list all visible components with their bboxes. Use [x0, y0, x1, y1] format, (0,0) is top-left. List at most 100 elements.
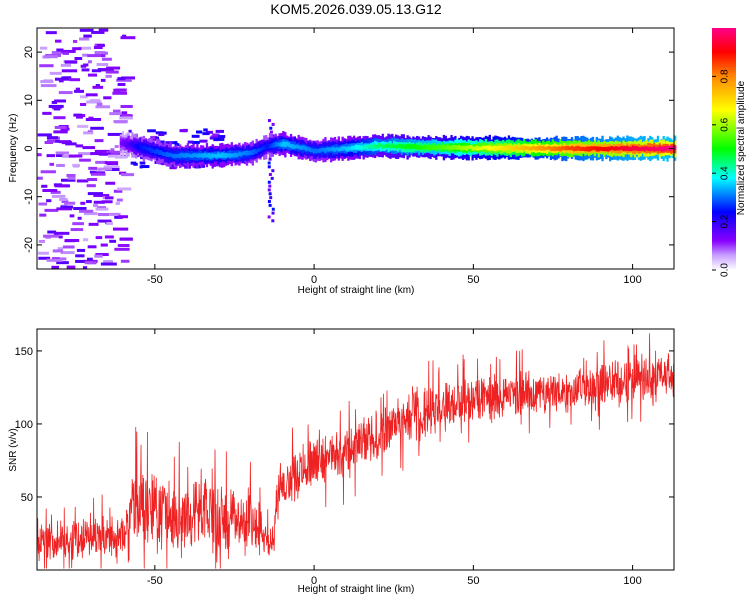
spectrogram-noise-cell: [49, 162, 55, 166]
spectrogram-y-ticks: -20 -10 0 10 20: [23, 46, 674, 253]
spectrogram-noise-cell: [92, 85, 104, 89]
spectrogram-noise-cell: [95, 84, 100, 88]
spectrogram-ridge-cell: [360, 145, 363, 150]
spectrogram-noise-cell: [109, 112, 122, 116]
spectrogram-ridge-cell: [532, 145, 535, 150]
spectrogram-ridge-cell: [477, 146, 480, 151]
spectrogram-ridge-cell: [301, 145, 304, 150]
spectrogram-ridge-cell: [461, 145, 465, 151]
spectrogram-ridge-cell: [175, 154, 178, 159]
spectrogram-ridge-cell: [452, 145, 455, 150]
spectrogram-ridge-cell: [454, 145, 457, 150]
spectrogram-noise-cell: [113, 120, 128, 124]
spectrogram-noise-cell: [80, 102, 87, 106]
spectrogram-noise-cell: [82, 146, 96, 150]
spectrogram-ridge-cell: [226, 153, 230, 158]
spectrogram-ridge-cell: [509, 145, 512, 150]
spectrogram-ridge-cell: [299, 145, 302, 150]
spectrogram-ridge-cell: [502, 145, 505, 151]
spectrogram-ridge-cell: [628, 147, 631, 151]
spectrogram-ridge-cell: [286, 141, 289, 147]
spectrogram-noise-cell: [114, 247, 130, 251]
spectrogram-ridge-cell: [429, 145, 432, 151]
spectrogram-ridge-cell: [196, 153, 199, 158]
spectrogram-noise-cell: [104, 235, 114, 239]
spectrogram-noise-cell: [49, 71, 62, 75]
spectrogram-noise-cell: [115, 201, 120, 205]
spectrogram-noise-cell: [43, 55, 58, 59]
spectrogram-noise-cell: [54, 125, 67, 129]
spectrogram-panel: -50 0 50 100 -20 -10 0 10 20 Height of straight…: [8, 27, 677, 296]
spectrogram-noise-cell: [76, 179, 89, 183]
spectrogram-x-ticks: -50 0 50 100: [147, 28, 642, 286]
spectrogram-ridge-cell: [249, 150, 253, 155]
spectrogram-noise-cell: [66, 173, 76, 177]
spectrogram-ridge-cell: [658, 146, 662, 151]
spectrogram-ridge-cell: [551, 146, 555, 152]
spectrogram-ridge-cell: [343, 146, 346, 151]
spectrogram-ridge-cell: [480, 145, 484, 151]
spectrogram-x-tick-label: 100: [623, 274, 641, 286]
spectrogram-ridge-cell: [280, 142, 283, 147]
spectrogram-noise-cell: [87, 73, 98, 77]
spectrogram-noise-cell: [97, 43, 105, 47]
spectrogram-ridge-cell: [427, 145, 430, 151]
spectrogram-noise-cell: [82, 266, 88, 270]
spectrogram-noise-cell: [203, 128, 208, 132]
spectrogram-x-tick-label: 50: [467, 274, 479, 286]
spectrogram-ridge-cell: [215, 154, 218, 159]
spectrogram-noise-cell: [106, 66, 121, 70]
spectrogram-noise-cell: [90, 172, 106, 176]
snr-y-ticks: 50 100 150: [15, 346, 674, 504]
spectrogram-noise-cell: [105, 196, 114, 200]
spectrogram-ridge-cell: [601, 147, 604, 151]
spectrogram-ridge-cell: [398, 144, 402, 149]
spectrogram-ridge-cell: [305, 146, 308, 152]
spectrogram-noise-cell: [212, 133, 220, 137]
spectrogram-noise-cell: [53, 107, 61, 111]
spectrogram-ridge-cell: [236, 153, 239, 158]
spectrogram-noise-cell: [107, 132, 124, 136]
spectrogram-ridge-cell: [201, 153, 205, 159]
spectrogram-noise-cell: [42, 111, 52, 115]
spectrogram-ridge-cell: [257, 147, 260, 153]
spectrogram-ridge-cell: [349, 146, 352, 151]
spectrogram-noise-cell: [213, 138, 219, 142]
spectrogram-noise-cell: [87, 60, 92, 64]
spectrogram-noise-cell: [55, 139, 60, 143]
spectrogram-ridge-cell: [561, 145, 564, 151]
spectrogram-noise-cell: [53, 231, 70, 235]
spectrogram-noise-cell: [55, 151, 69, 155]
spectrogram-noise-cell: [173, 141, 178, 145]
spectrogram-ridge-cell: [540, 146, 543, 151]
spectrogram-noise-cell: [60, 127, 70, 131]
spectrogram-noise-cell: [56, 163, 65, 167]
spectrogram-ridge-cell: [400, 144, 404, 149]
spectrogram-ridge-cell: [364, 144, 367, 149]
spectrogram-ridge-cell: [484, 145, 488, 150]
spectrogram-noise-cell: [80, 201, 86, 205]
spectrogram-noise-cell: [76, 115, 84, 119]
spectrogram-ridge-cell: [574, 146, 577, 152]
spectrogram-ridge-cell: [377, 143, 381, 148]
spectrogram-y-tick-label: 10: [23, 94, 35, 106]
spectrogram-noise-cell: [91, 30, 105, 34]
spectrogram-streak-cell: [271, 207, 275, 211]
spectrogram-ridge-cell: [383, 144, 386, 148]
spectrogram-ridge-cell: [326, 147, 329, 152]
spectrogram-ridge-cell: [331, 146, 335, 152]
spectrogram-ridge-cell: [589, 146, 593, 151]
spectrogram-ridge-cell: [586, 146, 589, 152]
spectrogram-ridge-cell: [352, 146, 356, 150]
spectrogram-noise-cell: [169, 166, 177, 170]
spectrogram-ridge-cell: [354, 144, 358, 150]
spectrogram-noise-cell: [73, 207, 87, 211]
spectrogram-noise-cell: [121, 173, 135, 177]
spectrogram-noise-cell: [56, 48, 64, 52]
spectrogram-ridge-cell: [408, 144, 411, 150]
spectrogram-ridge-cell: [651, 147, 654, 151]
spectrogram-ridge-cell: [247, 150, 251, 156]
spectrogram-streak-cell: [269, 126, 273, 130]
spectrogram-noise-cell: [85, 117, 102, 121]
spectrogram-noise-cell: [107, 154, 120, 158]
